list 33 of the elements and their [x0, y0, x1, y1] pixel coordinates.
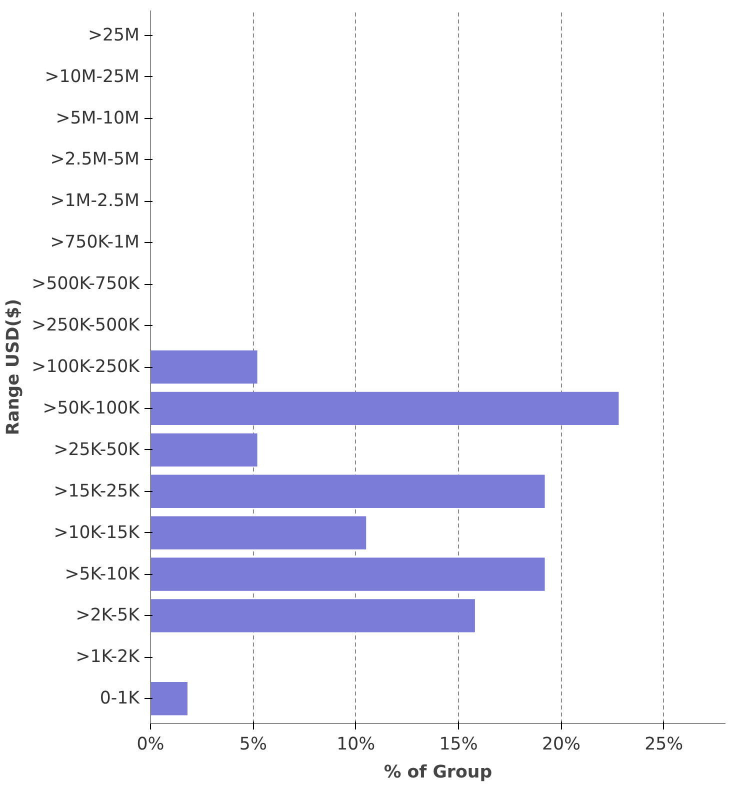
y-axis-title: Range USD($) — [4, 298, 24, 436]
y-tick-label: >50K-100K — [42, 398, 140, 418]
y-tick-label: >1M-2.5M — [50, 191, 140, 212]
x-tick-label: 5% — [239, 734, 267, 754]
y-tick-label: >5K-10K — [64, 564, 140, 584]
x-tick-label: 20% — [542, 734, 580, 754]
y-tick-label: >100K-250K — [32, 357, 140, 377]
x-tick-label: 15% — [439, 734, 478, 754]
bar — [150, 599, 475, 632]
y-tick-label: >10M-25M — [44, 66, 140, 87]
bar — [150, 350, 258, 384]
x-tick-label: 25% — [644, 734, 684, 754]
y-tick-label: >750K-1M — [50, 232, 140, 253]
bar — [150, 516, 366, 550]
bar — [150, 474, 545, 508]
bar — [150, 433, 258, 466]
y-tick-label: >2.5M-5M — [50, 150, 140, 170]
y-tick-label: >5M-10M — [56, 108, 140, 128]
x-tick-label: 10% — [336, 734, 376, 754]
y-tick-label: 0-1K — [100, 688, 140, 709]
y-tick-label: >500K-750K — [32, 274, 140, 294]
x-axis-title: % of Group — [384, 762, 492, 782]
bar — [150, 392, 619, 426]
y-tick-label: >25M — [88, 25, 140, 46]
y-tick-label: >25K-50K — [54, 440, 140, 460]
x-tick-label: 0% — [136, 734, 164, 754]
bar — [150, 682, 188, 716]
bar — [150, 558, 545, 591]
y-tick-label: >15K-25K — [54, 481, 140, 502]
y-tick-label: >10K-15K — [54, 522, 140, 543]
y-tick-label: >2K-5K — [76, 606, 140, 626]
y-tick-label: >250K-500K — [32, 316, 140, 336]
y-tick-label: >1K-2K — [76, 647, 140, 668]
